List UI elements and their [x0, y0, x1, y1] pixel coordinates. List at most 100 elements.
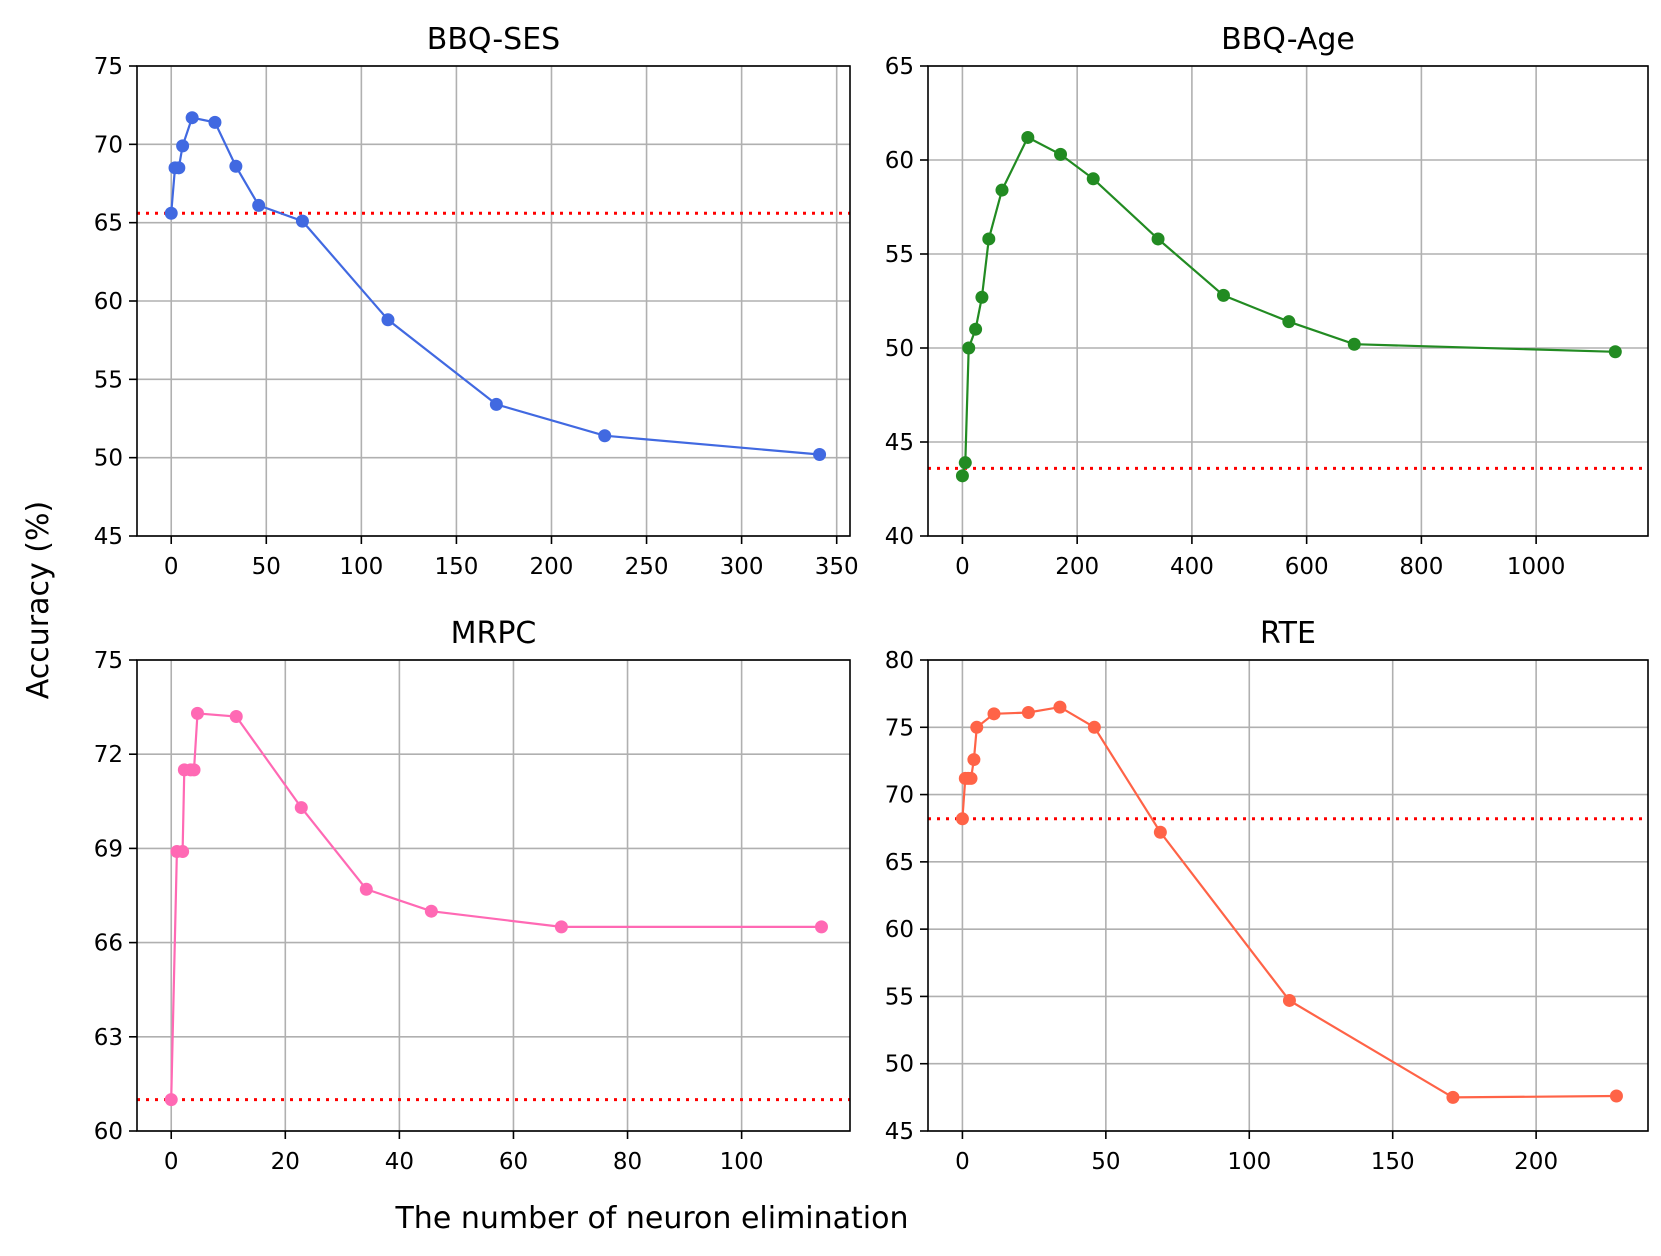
- rte-y-tick-label: 55: [885, 984, 914, 1010]
- bbq-age-data-point: [1216, 288, 1230, 302]
- rte-data-point: [1053, 700, 1067, 714]
- rte-x-tick-label: 50: [1091, 1149, 1120, 1175]
- mrpc-x-tick-label: 60: [499, 1149, 528, 1175]
- bbq-ses-y-tick-label: 60: [94, 289, 123, 315]
- rte-y-tick-label: 60: [885, 917, 914, 943]
- bbq-ses-y-tick-label: 70: [94, 132, 123, 158]
- mrpc-data-point: [187, 763, 201, 777]
- rte-y-tick-label: 75: [885, 715, 914, 741]
- mrpc-y-tick-label: 72: [94, 742, 123, 768]
- rte-data-point: [1153, 825, 1167, 839]
- rte-data-point: [1282, 993, 1296, 1007]
- rte-data-point: [955, 812, 969, 826]
- rte-y-tick-label: 70: [885, 783, 914, 809]
- bbq-age-x-tick-label: 800: [1399, 554, 1443, 580]
- bbq-age-data-point: [1086, 172, 1100, 186]
- y-axis-label: Accuracy (%): [21, 501, 56, 699]
- rte-title: RTE: [1260, 616, 1316, 651]
- bbq-age-x-tick-label: 200: [1055, 554, 1099, 580]
- bbq-age-data-point: [955, 469, 969, 483]
- rte-y-tick-label: 45: [885, 1119, 914, 1145]
- mrpc-x-tick-label: 80: [613, 1149, 642, 1175]
- mrpc-y-tick-label: 66: [94, 931, 123, 957]
- bbq-age-y-tick-label: 50: [885, 336, 914, 362]
- bbq-age-x-tick-label: 0: [955, 554, 970, 580]
- mrpc-x-tick-label: 100: [720, 1149, 764, 1175]
- rte-x-tick-label: 200: [1514, 1149, 1558, 1175]
- bbq-ses-y-tick-label: 45: [94, 524, 123, 550]
- bbq-age-data-point: [1347, 337, 1361, 351]
- mrpc-x-tick-label: 20: [271, 1149, 300, 1175]
- mrpc-data-point: [229, 710, 243, 724]
- bbq-ses-x-tick-label: 100: [339, 554, 383, 580]
- bbq-ses-data-point: [252, 198, 266, 212]
- bbq-age-data-point: [1021, 130, 1035, 144]
- bbq-age-x-tick-label: 400: [1170, 554, 1214, 580]
- mrpc-y-tick-label: 69: [94, 836, 123, 862]
- bbq-age-axes-frame: [927, 65, 1649, 537]
- chart-bbq-ses: 0 50 100 150 200 250 300 350 45 50 55 60 65 70 75 BBQ-S…: [94, 22, 859, 580]
- bbq-age-title: BBQ-Age: [1221, 22, 1355, 57]
- bbq-ses-data-point: [598, 429, 612, 443]
- bbq-age-y-tick-label: 60: [885, 148, 914, 174]
- bbq-age-data-point: [962, 341, 976, 355]
- mrpc-x-tick-label: 0: [164, 1149, 179, 1175]
- chart-rte: 0 50 100 150 200 45 50 55 60 65 70 75 80 RTE: [885, 616, 1649, 1175]
- bbq-age-data-point: [982, 232, 996, 246]
- mrpc-data-point: [164, 1093, 178, 1107]
- bbq-age-y-tick-label: 55: [885, 242, 914, 268]
- bbq-age-data-point: [1151, 232, 1165, 246]
- mrpc-data-point: [190, 706, 204, 720]
- bbq-age-x-tick-label: 1000: [1507, 554, 1566, 580]
- rte-x-tick-label: 0: [955, 1149, 970, 1175]
- mrpc-title: MRPC: [451, 616, 537, 651]
- mrpc-data-point: [554, 920, 568, 934]
- x-axis-label: The number of neuron elimination: [394, 1201, 908, 1236]
- bbq-ses-data-point: [813, 448, 827, 462]
- rte-axes-frame: [927, 659, 1649, 1132]
- bbq-ses-title: BBQ-SES: [427, 22, 560, 57]
- rte-data-point: [1609, 1089, 1623, 1103]
- rte-data-point: [970, 720, 984, 734]
- mrpc-axes-frame: [136, 659, 851, 1132]
- mrpc-data-point: [359, 882, 373, 896]
- mrpc-x-tick-label: 40: [385, 1149, 414, 1175]
- bbq-age-data-point: [958, 456, 972, 470]
- bbq-ses-data-point: [208, 115, 222, 129]
- bbq-ses-data-point: [185, 111, 199, 125]
- rte-data-point: [1446, 1090, 1460, 1104]
- bbq-ses-x-tick-label: 350: [815, 554, 859, 580]
- bbq-ses-x-tick-label: 150: [434, 554, 478, 580]
- rte-data-point: [967, 753, 981, 767]
- mrpc-y-tick-label: 63: [94, 1025, 123, 1051]
- chart-mrpc: 0 20 40 60 80 100 60 63 66 69 72 75 MRPC: [94, 616, 851, 1175]
- bbq-ses-data-point: [489, 397, 503, 411]
- bbq-ses-x-tick-label: 0: [164, 554, 179, 580]
- bbq-age-y-tick-label: 45: [885, 430, 914, 456]
- rte-x-tick-label: 100: [1227, 1149, 1271, 1175]
- bbq-ses-y-tick-label: 65: [94, 211, 123, 237]
- mrpc-data-point: [814, 920, 828, 934]
- rte-y-tick-label: 80: [885, 648, 914, 674]
- bbq-ses-data-point: [295, 214, 309, 228]
- rte-y-tick-label: 65: [885, 850, 914, 876]
- bbq-age-data-point: [1054, 147, 1068, 161]
- bbq-age-data-point: [969, 322, 983, 336]
- bbq-ses-y-tick-label: 50: [94, 446, 123, 472]
- mrpc-data-point: [424, 904, 438, 918]
- bbq-ses-x-tick-label: 50: [252, 554, 281, 580]
- rte-data-point: [1087, 720, 1101, 734]
- bbq-ses-data-point: [172, 161, 186, 175]
- mrpc-y-tick-label: 75: [94, 648, 123, 674]
- bbq-ses-data-point: [381, 313, 395, 327]
- bbq-age-y-tick-label: 40: [885, 524, 914, 550]
- chart-bbq-age: 0 200 400 600 800 1000 40 45 50 55 60 65 BBQ-Age: [885, 22, 1649, 580]
- bbq-age-y-tick-label: 65: [885, 54, 914, 80]
- subplot-panels: 0 50 100 150 200 250 300 35045505560657075BBQ-S…: [94, 22, 1649, 1175]
- bbq-age-data-point: [1608, 345, 1622, 359]
- rte-data-point: [964, 771, 978, 785]
- rte-x-tick-label: 150: [1371, 1149, 1415, 1175]
- bbq-age-data-point: [975, 290, 989, 304]
- mrpc-data-point: [176, 845, 190, 859]
